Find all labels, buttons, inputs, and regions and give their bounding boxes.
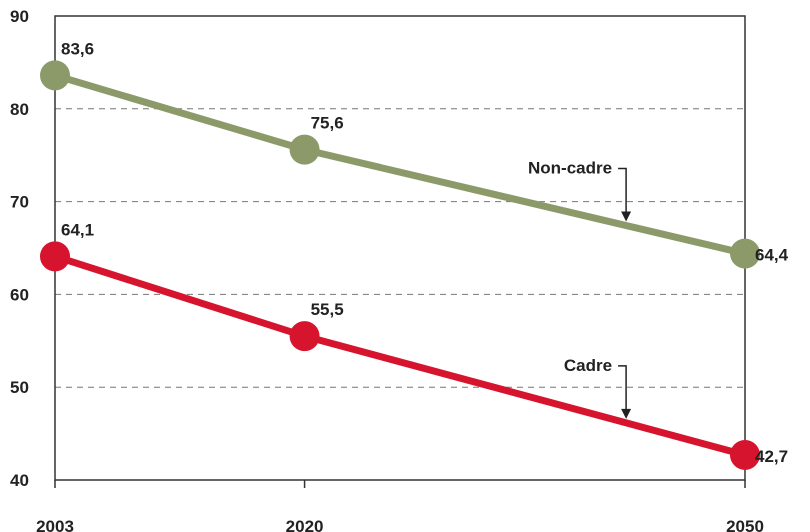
y-tick-label-40: 40 [10,471,29,490]
series-group: 83,6 75,6 64,4 64,1 55,5 42,7 [40,39,789,470]
grid-lines [55,108,745,388]
data-label-cadre-2003: 64,1 [61,220,94,239]
data-point-non-cadre-2020 [289,134,320,165]
data-label-non-cadre-2050: 64,4 [755,246,789,265]
series-pointer-cadre [618,365,627,411]
plot-frame [54,15,746,481]
x-tick-label-2020: 2020 [286,517,324,532]
x-axis-ticks: 2003 2020 2050 [36,480,764,532]
data-point-cadre-2020 [289,321,320,352]
data-label-cadre-2050: 42,7 [755,447,788,466]
data-point-cadre-2003 [40,241,70,272]
y-tick-label-90: 90 [10,7,29,26]
series-label-cadre: Cadre [564,356,612,375]
y-tick-label-60: 60 [10,285,29,304]
series-label-non-cadre: Non-cadre [528,159,612,178]
series-annotations: Non-cadre Cadre [528,159,632,419]
data-point-non-cadre-2003 [40,60,70,91]
data-label-non-cadre-2020: 75,6 [311,114,344,133]
arrow-head-icon [621,408,632,419]
data-point-non-cadre-2050 [730,238,760,269]
y-tick-label-70: 70 [10,193,29,212]
x-tick-label-2050: 2050 [726,517,764,532]
series-pointer-non-cadre [618,167,627,214]
data-label-non-cadre-2003: 83,6 [61,39,94,58]
series-line-cadre [53,253,746,459]
y-axis-ticks: 40 50 60 70 80 90 [10,7,29,490]
arrow-head-icon [621,211,632,222]
y-tick-label-80: 80 [10,100,29,119]
data-point-cadre-2050 [730,439,760,470]
series-line-non-cadre [54,72,746,257]
y-tick-label-50: 50 [10,378,29,397]
data-label-cadre-2020: 55,5 [311,300,344,319]
x-tick-label-2003: 2003 [36,517,74,532]
